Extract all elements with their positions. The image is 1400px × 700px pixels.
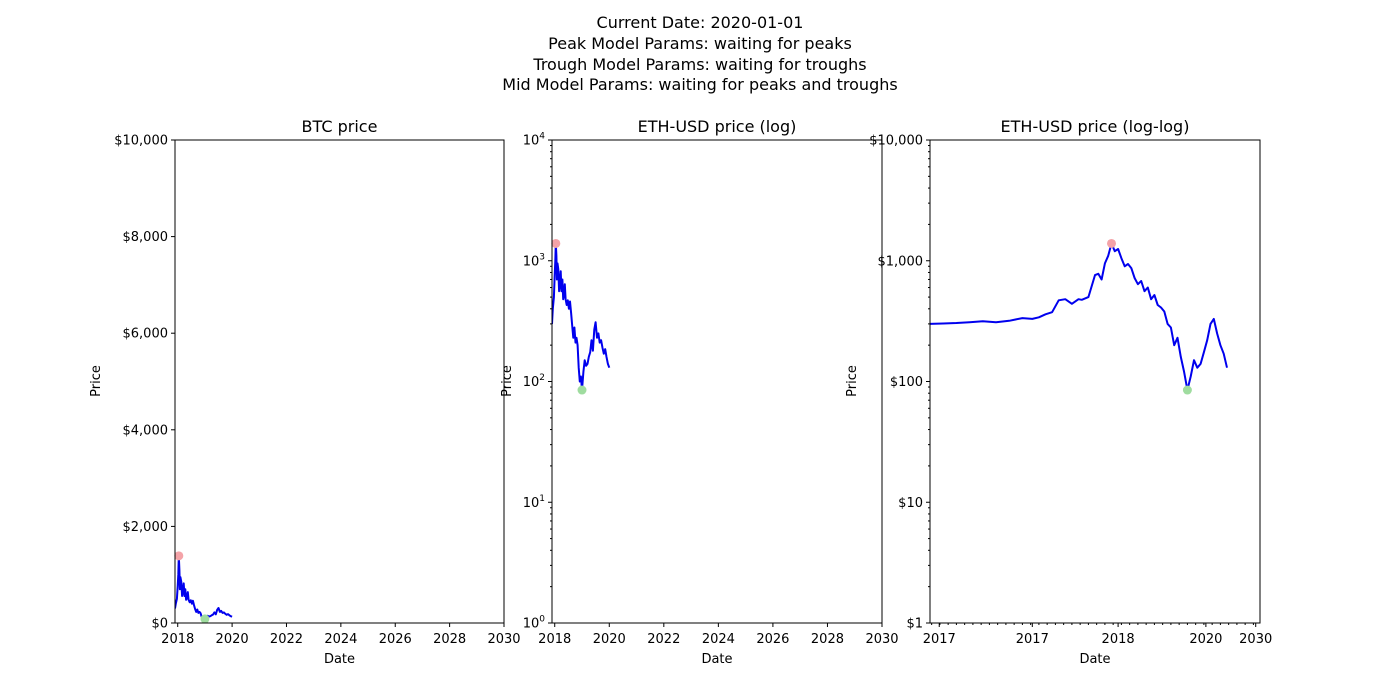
btc-x-tick-label: 2030 bbox=[487, 632, 520, 647]
eth-loglog-y-tick-label: $1 bbox=[906, 617, 923, 632]
eth-log-x-tick-label: 2026 bbox=[756, 632, 789, 647]
eth-loglog-y-tick-label: $100 bbox=[890, 375, 923, 390]
btc-x-tick-label: 2018 bbox=[161, 632, 194, 647]
btc-y-axis-label: Price bbox=[89, 365, 104, 397]
btc-x-tick-label: 2024 bbox=[324, 632, 357, 647]
eth-log-series-line bbox=[552, 242, 611, 391]
btc-peak-marker bbox=[174, 551, 184, 561]
eth-loglog-chart-title: ETH-USD price (log-log) bbox=[1001, 117, 1190, 136]
suptitle: Current Date: 2020-01-01 Peak Model Para… bbox=[502, 13, 897, 94]
btc-x-tick-label: 2022 bbox=[270, 632, 303, 647]
eth-loglog-y-tick-label: $10,000 bbox=[869, 134, 923, 149]
btc-y-tick-label: $4,000 bbox=[123, 423, 169, 438]
btc-y-tick-label: $10,000 bbox=[114, 134, 168, 149]
btc-x-tick-label: 2020 bbox=[216, 632, 249, 647]
btc-chart-title: BTC price bbox=[302, 117, 378, 136]
eth-loglog-y-axis-label: Price bbox=[845, 365, 860, 397]
btc-x-tick-label: 2026 bbox=[379, 632, 412, 647]
suptitle-line-4: Mid Model Params: waiting for peaks and … bbox=[502, 75, 897, 94]
btc-axes-frame bbox=[174, 139, 505, 624]
eth-loglog-peak-marker bbox=[1107, 238, 1116, 248]
eth-log-y-tick-label: 100 bbox=[523, 615, 546, 632]
eth-loglog-trough-marker bbox=[1182, 385, 1192, 395]
eth-loglog-x-tick-label: 2030 bbox=[1239, 632, 1272, 647]
btc-y-tick-label: $8,000 bbox=[123, 230, 169, 245]
eth-loglog-x-tick-label: 2020 bbox=[1189, 632, 1222, 647]
eth-loglog-series-line bbox=[930, 242, 1228, 391]
eth-log-y-tick-label: 101 bbox=[523, 494, 545, 511]
suptitle-line-2: Peak Model Params: waiting for peaks bbox=[548, 34, 852, 53]
eth-log-chart-title: ETH-USD price (log) bbox=[638, 117, 797, 136]
btc-series-line bbox=[175, 554, 233, 620]
btc-y-tick-label: $0 bbox=[151, 617, 168, 632]
eth-loglog-x-tick-label: 2017 bbox=[923, 632, 956, 647]
suptitle-line-1: Current Date: 2020-01-01 bbox=[597, 13, 804, 32]
btc-x-axis-label: Date bbox=[324, 652, 355, 667]
eth-log-y-tick-label: 103 bbox=[523, 252, 545, 269]
suptitle-line-3: Trough Model Params: waiting for troughs bbox=[532, 55, 866, 74]
eth-loglog-y-tick-label: $10 bbox=[898, 496, 923, 511]
eth-log-price-chart: ETH-USD price (log) Date Price 2018 2020 2… bbox=[500, 117, 899, 667]
eth-log-x-tick-label: 2020 bbox=[593, 632, 626, 647]
eth-log-y-tick-label: 104 bbox=[523, 132, 546, 149]
eth-loglog-x-axis-label: Date bbox=[1079, 652, 1110, 667]
btc-price-chart: BTC price Date Price 2018 2020 2022 2024 202… bbox=[89, 117, 521, 667]
btc-y-tick-label: $6,000 bbox=[123, 327, 169, 342]
eth-loglog-price-chart: ETH-USD price (log-log) Date Price 2017 2… bbox=[845, 117, 1272, 667]
eth-loglog-x-tick-label: 2018 bbox=[1102, 632, 1135, 647]
eth-log-x-tick-label: 2018 bbox=[538, 632, 571, 647]
eth-log-y-tick-label: 102 bbox=[523, 373, 545, 390]
eth-log-x-tick-label: 2028 bbox=[811, 632, 844, 647]
eth-log-x-tick-label: 2030 bbox=[865, 632, 898, 647]
eth-loglog-y-tick-label: $1,000 bbox=[878, 254, 924, 269]
eth-loglog-x-tick-label: 2017 bbox=[1016, 632, 1049, 647]
eth-log-x-tick-label: 2022 bbox=[647, 632, 680, 647]
eth-log-peak-marker bbox=[551, 238, 561, 248]
btc-y-tick-label: $2,000 bbox=[123, 520, 169, 535]
btc-trough-marker bbox=[200, 614, 210, 624]
eth-log-trough-marker bbox=[577, 385, 587, 395]
eth-log-y-axis-label: Price bbox=[500, 365, 515, 397]
eth-log-x-axis-label: Date bbox=[701, 652, 732, 667]
eth-log-x-tick-label: 2024 bbox=[702, 632, 735, 647]
btc-x-tick-label: 2028 bbox=[433, 632, 466, 647]
